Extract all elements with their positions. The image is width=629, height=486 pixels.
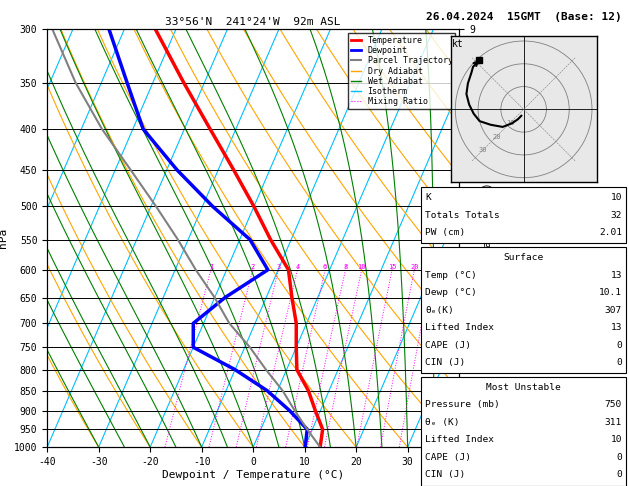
Text: 2.01: 2.01 bbox=[599, 228, 622, 237]
Text: CAPE (J): CAPE (J) bbox=[425, 453, 471, 462]
Text: 0: 0 bbox=[616, 470, 622, 479]
Text: 0: 0 bbox=[616, 453, 622, 462]
Text: 32: 32 bbox=[611, 211, 622, 220]
Text: Temp (°C): Temp (°C) bbox=[425, 271, 477, 279]
Text: 10.1: 10.1 bbox=[599, 288, 622, 297]
Text: LCL: LCL bbox=[464, 425, 478, 434]
Text: CIN (J): CIN (J) bbox=[425, 358, 465, 367]
Text: 26.04.2024  15GMT  (Base: 12): 26.04.2024 15GMT (Base: 12) bbox=[426, 12, 621, 22]
Text: 6: 6 bbox=[323, 264, 327, 270]
Text: CAPE (J): CAPE (J) bbox=[425, 341, 471, 349]
Text: 750: 750 bbox=[605, 400, 622, 409]
Text: Lifted Index: Lifted Index bbox=[425, 435, 494, 444]
Text: Lifted Index: Lifted Index bbox=[425, 323, 494, 332]
Text: 15: 15 bbox=[388, 264, 396, 270]
Text: 25: 25 bbox=[428, 264, 437, 270]
Text: 0: 0 bbox=[616, 358, 622, 367]
Text: Totals Totals: Totals Totals bbox=[425, 211, 500, 220]
Text: 0: 0 bbox=[616, 341, 622, 349]
Y-axis label: hPa: hPa bbox=[0, 228, 8, 248]
Text: 10: 10 bbox=[611, 193, 622, 202]
Text: kt: kt bbox=[452, 39, 464, 49]
Text: 4: 4 bbox=[295, 264, 299, 270]
Text: 10: 10 bbox=[357, 264, 366, 270]
X-axis label: Dewpoint / Temperature (°C): Dewpoint / Temperature (°C) bbox=[162, 469, 344, 480]
Text: 20: 20 bbox=[492, 134, 501, 140]
Title: 33°56'N  241°24'W  92m ASL: 33°56'N 241°24'W 92m ASL bbox=[165, 17, 341, 27]
Text: 307: 307 bbox=[605, 306, 622, 314]
Text: 311: 311 bbox=[605, 418, 622, 427]
Text: 2: 2 bbox=[250, 264, 255, 270]
Text: Pressure (mb): Pressure (mb) bbox=[425, 400, 500, 409]
Text: θₑ(K): θₑ(K) bbox=[425, 306, 454, 314]
Text: Dewp (°C): Dewp (°C) bbox=[425, 288, 477, 297]
Text: 13: 13 bbox=[611, 323, 622, 332]
Text: Most Unstable: Most Unstable bbox=[486, 383, 561, 392]
Text: 10: 10 bbox=[611, 435, 622, 444]
Y-axis label: km
ASL: km ASL bbox=[488, 217, 506, 238]
Text: 30: 30 bbox=[478, 147, 487, 154]
Text: PW (cm): PW (cm) bbox=[425, 228, 465, 237]
Text: 10: 10 bbox=[506, 120, 514, 126]
Text: CIN (J): CIN (J) bbox=[425, 470, 465, 479]
Text: 13: 13 bbox=[611, 271, 622, 279]
Text: 20: 20 bbox=[410, 264, 418, 270]
Text: 8: 8 bbox=[343, 264, 348, 270]
Text: K: K bbox=[425, 193, 431, 202]
Legend: Temperature, Dewpoint, Parcel Trajectory, Dry Adiabat, Wet Adiabat, Isotherm, Mi: Temperature, Dewpoint, Parcel Trajectory… bbox=[348, 34, 455, 109]
Text: 1: 1 bbox=[209, 264, 213, 270]
Text: Mixing Ratio (g/kg): Mixing Ratio (g/kg) bbox=[483, 182, 493, 294]
Text: θₑ (K): θₑ (K) bbox=[425, 418, 460, 427]
Text: 3: 3 bbox=[276, 264, 281, 270]
Text: Surface: Surface bbox=[504, 253, 543, 262]
